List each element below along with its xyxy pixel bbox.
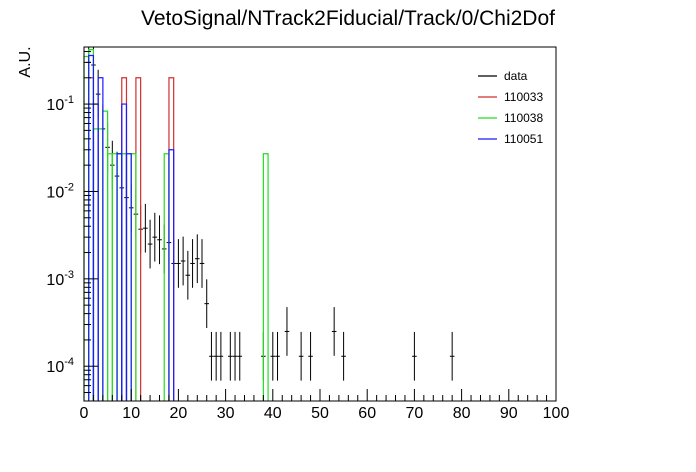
y-tick-label-2: 10-2 — [46, 181, 74, 201]
data-point-39 — [341, 331, 346, 381]
x-tick-label-60: 60 — [358, 405, 376, 422]
histogram-bin-110038-9 — [130, 153, 137, 401]
histogram-bin-110051-3 — [116, 153, 123, 401]
x-tick-label-100: 100 — [543, 405, 570, 422]
data-point-24 — [199, 239, 205, 288]
data-point-15 — [157, 215, 162, 265]
histogram-bin-110051-4 — [121, 103, 128, 401]
histogram-bin-110033-2 — [135, 77, 142, 401]
y-tick-label-0: 10-4 — [46, 356, 74, 376]
histogram-bin-110038-8 — [121, 153, 128, 401]
histogram-bin-110051-1 — [92, 103, 99, 401]
legend-label-110033: 110033 — [504, 90, 543, 104]
histogram-bin-110038-11 — [262, 153, 269, 401]
x-tick-label-90: 90 — [500, 405, 518, 422]
data-point-33 — [270, 331, 276, 381]
data-point-28 — [218, 331, 224, 381]
x-tick-label-40: 40 — [264, 405, 282, 422]
histogram-bin-110051-2 — [97, 77, 104, 401]
data-point-41 — [449, 331, 455, 381]
data-point-13 — [147, 219, 153, 269]
histogram-bin-110038-6 — [111, 153, 118, 401]
chart-title: VetoSignal/NTrack2Fiducial/Track/0/Chi2D… — [141, 7, 555, 30]
legend: data 110033 110038 110051 — [478, 69, 543, 146]
data-point-14 — [152, 212, 158, 262]
histogram-bin-110038-10 — [163, 153, 170, 401]
x-tick-label-70: 70 — [406, 405, 424, 422]
x-tick-label-0: 0 — [80, 405, 89, 422]
data-point-12 — [143, 203, 148, 253]
y-tick-label-3: 10-1 — [46, 94, 74, 114]
histogram-bin-110033-3 — [168, 77, 175, 401]
x-tick-label-10: 10 — [122, 405, 140, 422]
x-tick-label-20: 20 — [170, 405, 188, 422]
histogram-bin-110033-1 — [121, 77, 128, 401]
x-tick-label-80: 80 — [453, 405, 471, 422]
histogram-bin-110051-6 — [168, 149, 175, 401]
data-point-25 — [204, 279, 210, 329]
histogram-bin-110038-4 — [102, 110, 109, 401]
data-point-38 — [331, 307, 337, 356]
y-tick-label-1: 10-3 — [46, 269, 74, 289]
data-point-30 — [232, 331, 238, 381]
legend-label-110038: 110038 — [504, 111, 543, 125]
data-point-40 — [412, 331, 417, 381]
histogram-bin-110038-5 — [107, 153, 113, 401]
data-point-37 — [308, 331, 313, 381]
data-point-26 — [209, 331, 214, 381]
legend-label-110051: 110051 — [504, 132, 543, 146]
histogram-bin-110033-0 — [88, 77, 95, 401]
histogram-bin-110038-7 — [116, 153, 123, 401]
x-tick-label-30: 30 — [217, 405, 235, 422]
data-point-29 — [228, 331, 233, 381]
histogram-bin-110038-1 — [88, 49, 95, 401]
data-point-27 — [213, 331, 219, 381]
histogram-bin-110051-0 — [88, 54, 95, 401]
x-tick-label-50: 50 — [311, 405, 329, 422]
histogram-bin-110038-3 — [97, 128, 104, 401]
data-point-22 — [190, 239, 195, 288]
data-point-31 — [237, 331, 243, 381]
plot-area: 0 10 20 30 40 50 60 70 80 90 100 10-4 10-3 10-2 10-1 — [46, 46, 570, 422]
data-point-23 — [194, 234, 200, 284]
data-point-20 — [180, 236, 186, 286]
data-point-19 — [176, 239, 181, 288]
histogram-bin-110038-2 — [92, 128, 99, 401]
legend-label-data: data — [504, 69, 528, 83]
data-point-35 — [284, 307, 290, 356]
y-axis-label: A.U. — [17, 46, 34, 77]
histogram-bin-110051-5 — [125, 153, 132, 401]
data-point-34 — [275, 331, 280, 381]
data-point-21 — [185, 250, 191, 300]
data-point-36 — [298, 331, 304, 381]
